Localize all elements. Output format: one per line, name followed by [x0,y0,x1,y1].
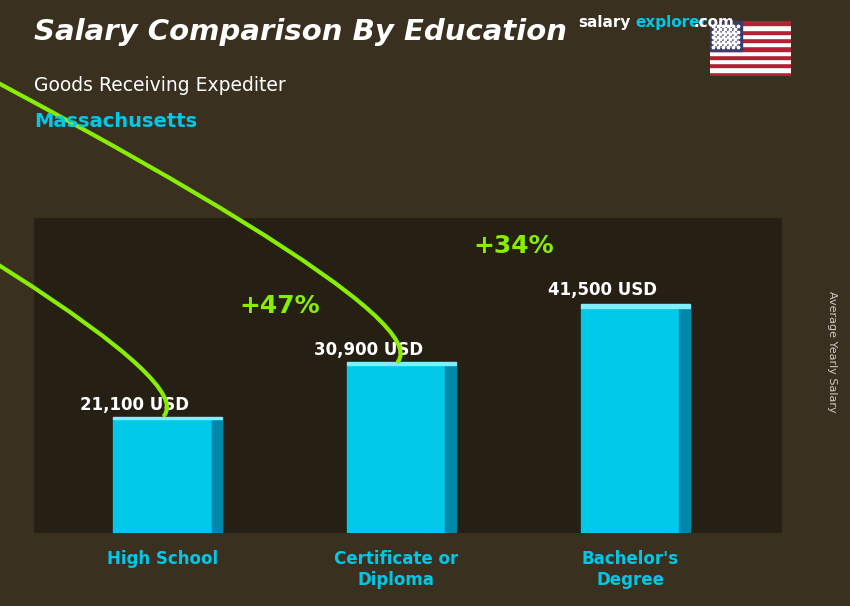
Text: +47%: +47% [239,294,320,318]
Text: Average Yearly Salary: Average Yearly Salary [827,291,837,412]
Bar [710,21,791,25]
Bar [710,21,742,50]
Text: 41,500 USD: 41,500 USD [547,281,656,299]
Bar [113,416,222,419]
Bar [113,419,212,533]
Bar [581,304,689,308]
Bar [710,38,791,42]
Text: Salary Comparison By Education: Salary Comparison By Education [34,18,567,46]
Bar [710,25,791,30]
Bar [710,34,791,38]
Text: 30,900 USD: 30,900 USD [314,341,422,359]
Bar [212,419,222,533]
Bar [710,59,791,63]
Bar [710,50,791,55]
Bar [710,55,791,59]
Text: Massachusetts: Massachusetts [34,112,197,131]
Text: salary: salary [578,15,631,30]
Text: 21,100 USD: 21,100 USD [80,396,189,414]
Bar [581,308,679,533]
Bar [710,30,791,34]
Bar [347,362,456,365]
Bar [445,365,456,533]
Bar [679,308,689,533]
Bar [710,63,791,67]
Bar [710,67,791,72]
Text: +34%: +34% [473,235,553,258]
Bar [710,42,791,47]
Text: Goods Receiving Expediter: Goods Receiving Expediter [34,76,286,95]
Bar [710,47,791,50]
Text: explorer: explorer [636,15,708,30]
Bar [347,365,445,533]
Text: .com: .com [694,15,734,30]
Bar [710,72,791,76]
